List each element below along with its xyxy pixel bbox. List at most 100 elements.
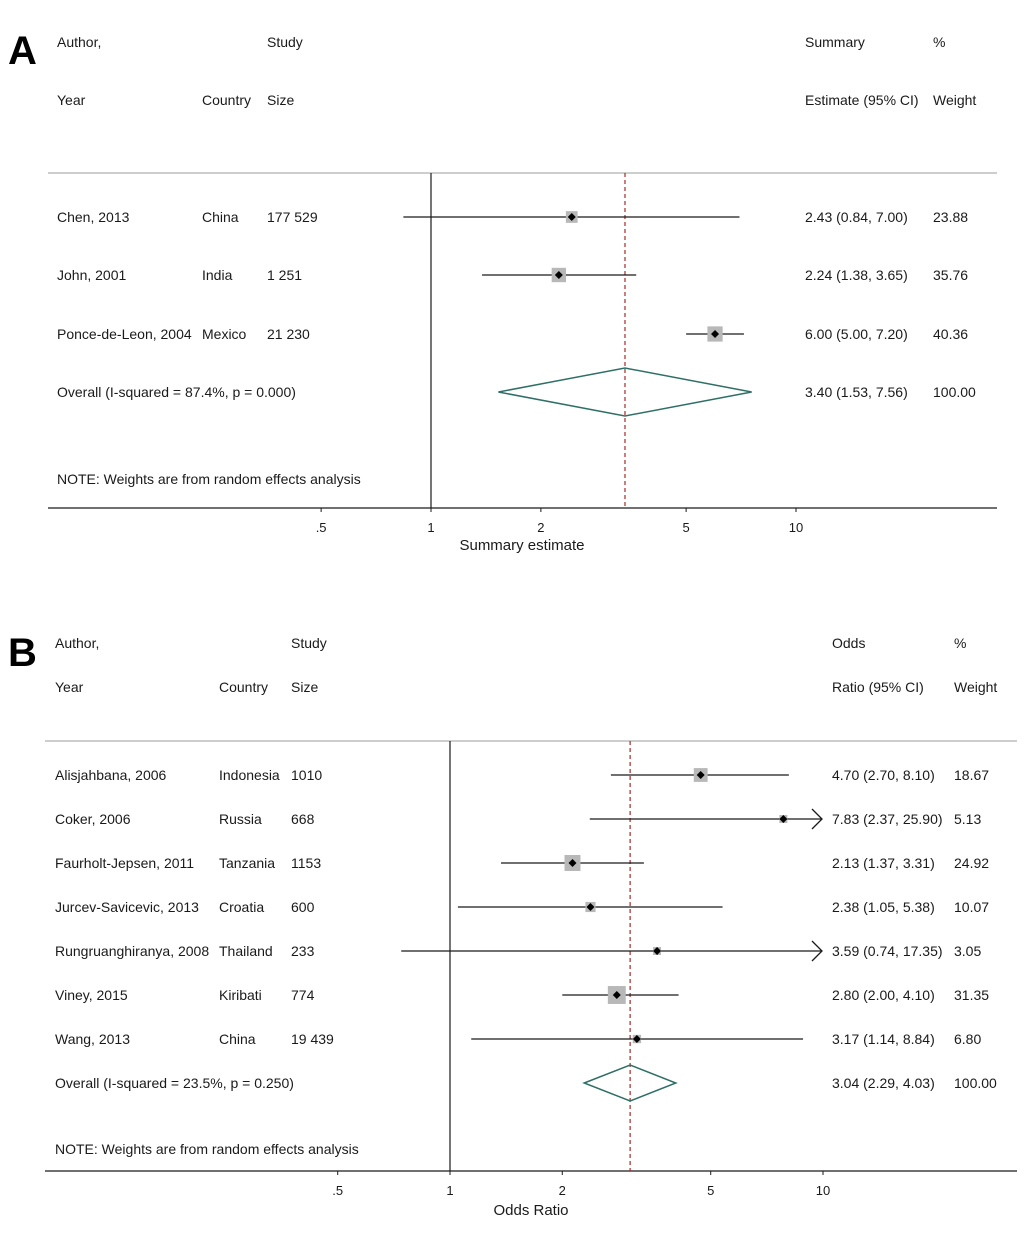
header-country: Country [219,679,268,695]
study-weight: 23.88 [933,209,968,225]
point-estimate-marker [568,859,577,867]
study-weight: 10.07 [954,899,989,915]
ci-truncation-arrow [811,808,823,830]
study-country: Croatia [219,899,264,915]
study-ci: 2.24 (1.38, 3.65) [805,267,908,283]
study-ci: 2.13 (1.37, 3.31) [832,855,935,871]
point-estimate-marker [554,271,563,279]
forest-plot-a: A Author, Year Country Study Size Summar… [8,29,997,554]
study-country: China [202,209,239,225]
study-author: Viney, 2015 [55,987,128,1003]
panel-label-a: A [8,29,37,73]
plot-marks-a: .5 1 2 5 10 Chen, 2013 China 177 529 2.43 (0.84,… [57,173,976,535]
study-size: 177 529 [267,209,318,225]
header-estimate-ci: Estimate (95% CI) [805,92,919,108]
study-author: Rungruanghiranya, 2008 [55,943,209,959]
header-size: Size [267,92,294,108]
plot-marks-b: .5 1 2 5 10 Alisjahbana, 2006 Indonesia 1010 4.7… [55,741,997,1198]
study-weight: 3.05 [954,943,981,959]
study-ci: 3.17 (1.14, 8.84) [832,1031,935,1047]
header-summary: Summary [805,34,865,50]
header-year: Year [55,679,84,695]
study-author: John, 2001 [57,267,126,283]
study-ci: 2.43 (0.84, 7.00) [805,209,908,225]
study-author: Alisjahbana, 2006 [55,767,167,783]
header-percent: % [933,34,945,50]
study-weight: 40.36 [933,326,968,342]
study-ci: 4.70 (2.70, 8.10) [832,767,935,783]
study-ci: 3.59 (0.74, 17.35) [832,943,943,959]
study-weight: 31.35 [954,987,989,1003]
footnote: NOTE: Weights are from random effects an… [57,471,361,487]
x-axis-label: Summary estimate [459,537,584,554]
x-tick-label: 10 [816,1183,830,1198]
study-weight: 6.80 [954,1031,981,1047]
header-ratio-ci: Ratio (95% CI) [832,679,924,695]
study-size: 21 230 [267,326,310,342]
study-weight: 18.67 [954,767,989,783]
study-country: Thailand [219,943,273,959]
x-tick-label: 2 [559,1183,566,1198]
panel-label-b: B [8,631,37,675]
study-size: 1153 [291,855,321,871]
study-country: India [202,267,233,283]
header-country: Country [202,92,251,108]
overall-label: Overall (I-squared = 87.4%, p = 0.000) [57,384,296,400]
point-estimate-marker [696,771,705,779]
x-tick-label: .5 [316,520,327,535]
x-tick-label: 2 [537,520,544,535]
forest-plot-b: B Author, Year Country Study Size Odds R… [8,631,1017,1219]
study-country: Tanzania [219,855,275,871]
x-tick-label: .5 [332,1183,343,1198]
study-size: 19 439 [291,1031,334,1047]
study-author: Jurcev-Savicevic, 2013 [55,899,199,915]
point-estimate-marker [567,213,576,221]
study-ci: 7.83 (2.37, 25.90) [832,811,943,827]
study-country: Indonesia [219,767,280,783]
header-year: Year [57,92,86,108]
x-tick-label: 5 [707,1183,714,1198]
x-tick-label: 1 [427,520,434,535]
study-weight: 24.92 [954,855,989,871]
study-country: Mexico [202,326,247,342]
overall-weight: 100.00 [954,1075,997,1091]
study-author: Faurholt-Jepsen, 2011 [55,855,194,871]
footnote: NOTE: Weights are from random effects an… [55,1141,359,1157]
study-ci: 2.80 (2.00, 4.10) [832,987,935,1003]
overall-label: Overall (I-squared = 23.5%, p = 0.250) [55,1075,294,1091]
header-author: Author, [55,635,99,651]
study-size: 1010 [291,767,322,783]
overall-ci: 3.40 (1.53, 7.56) [805,384,908,400]
study-size: 233 [291,943,315,959]
overall-diamond [498,367,752,417]
study-size: 600 [291,899,315,915]
study-size: 774 [291,987,315,1003]
header-odds: Odds [832,635,865,651]
study-country: China [219,1031,256,1047]
study-author: Ponce-de-Leon, 2004 [57,326,192,342]
ci-truncation-arrow [811,940,823,962]
x-tick-label: 10 [789,520,803,535]
header-study: Study [267,34,303,50]
x-axis-label: Odds Ratio [493,1202,568,1219]
point-estimate-marker [612,991,621,999]
study-ci: 2.38 (1.05, 5.38) [832,899,935,915]
point-estimate-marker [632,1035,641,1043]
study-size: 668 [291,811,315,827]
point-estimate-marker [653,947,662,955]
header-percent: % [954,635,966,651]
overall-ci: 3.04 (2.29, 4.03) [832,1075,935,1091]
header-size: Size [291,679,318,695]
header-weight: Weight [933,92,976,108]
x-tick-label: 5 [683,520,690,535]
study-weight: 5.13 [954,811,981,827]
overall-weight: 100.00 [933,384,976,400]
study-author: Coker, 2006 [55,811,131,827]
study-weight: 35.76 [933,267,968,283]
study-author: Chen, 2013 [57,209,130,225]
overall-diamond [582,1064,678,1102]
study-size: 1 251 [267,267,302,283]
point-estimate-marker [711,330,720,338]
x-tick-label: 1 [446,1183,453,1198]
